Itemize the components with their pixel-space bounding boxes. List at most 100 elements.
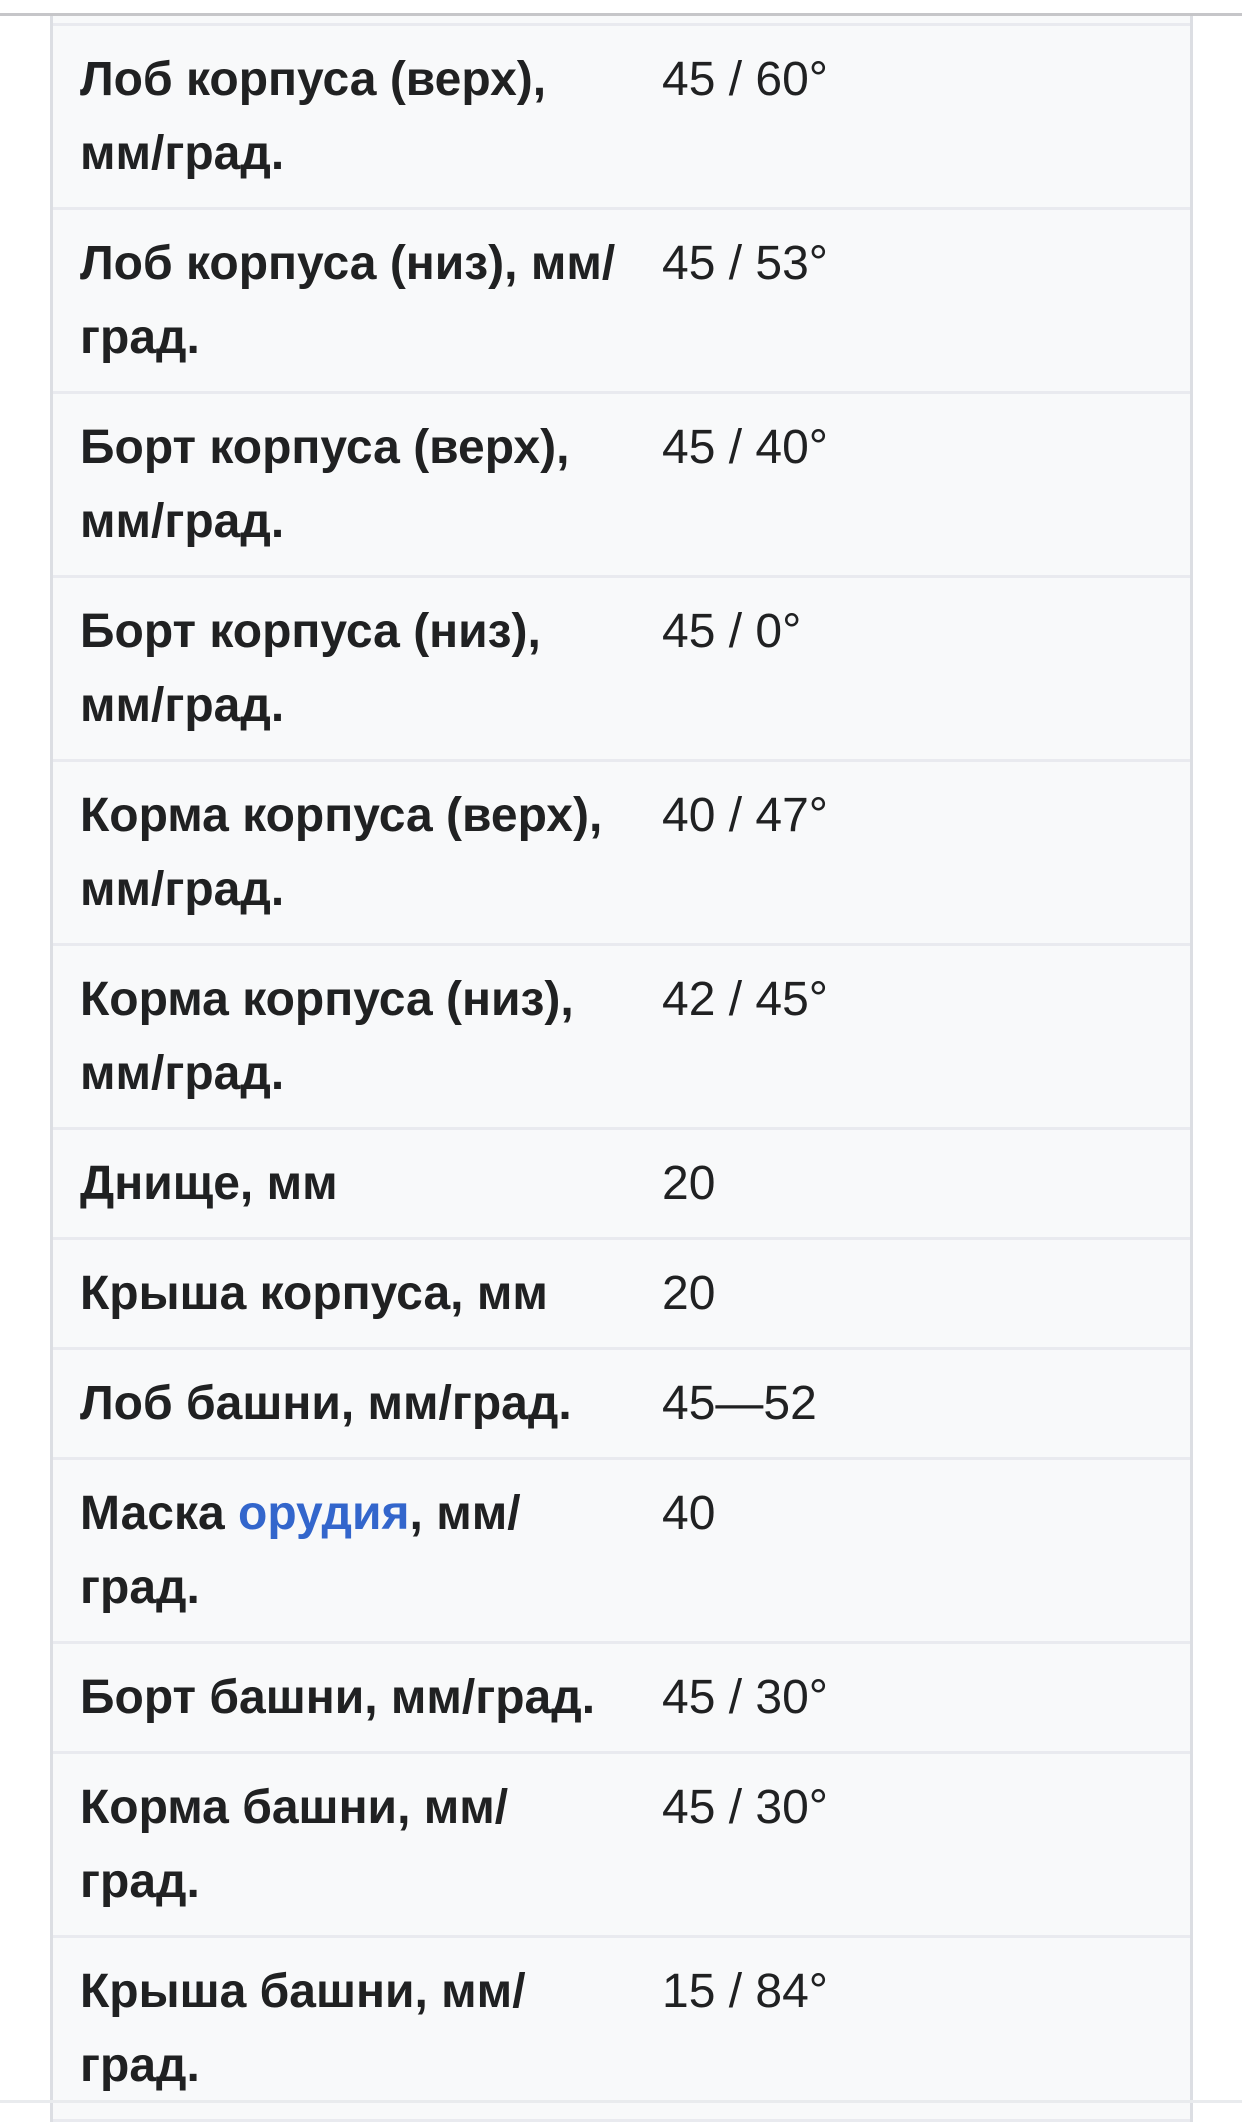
spec-value-cell: 40 / 47° xyxy=(635,762,1190,943)
label-line: Крыша башни, мм/ xyxy=(80,1955,627,2029)
spec-value-cell: 45 / 30° xyxy=(635,1644,1190,1751)
table-row: Лоб корпуса (верх), мм/град. 45 / 60° xyxy=(53,26,1190,210)
label-text: град. xyxy=(80,1855,200,1908)
spec-label-cell: Корма корпуса (верх), мм/град. xyxy=(53,762,635,943)
armor-table: Лоб корпуса (верх), мм/град. 45 / 60° Лоб… xyxy=(50,16,1193,2122)
spec-value-cell: 45 / 30° xyxy=(635,1754,1190,1935)
table-row: Лоб корпуса (низ), мм/град. 45 / 53° xyxy=(53,210,1190,394)
spec-value-cell: 45 / 0° xyxy=(635,578,1190,759)
label-text: мм/град. xyxy=(80,863,285,916)
label-text: град. xyxy=(80,2039,200,2092)
label-line: Днище, мм xyxy=(80,1147,627,1221)
spec-value: 45 / 30° xyxy=(662,1781,828,1834)
label-line: град. xyxy=(80,1551,627,1625)
label-line: мм/град. xyxy=(80,853,627,927)
label-text: град. xyxy=(80,311,200,364)
spec-value: 45 / 40° xyxy=(662,421,828,474)
table-row: Крыша корпуса, мм 20 xyxy=(53,1240,1190,1350)
label-line: мм/град. xyxy=(80,669,627,743)
spec-value: 40 / 47° xyxy=(662,789,828,842)
spec-label-cell: Крыша башни, мм/град. xyxy=(53,1938,635,2119)
spec-value-cell: 42 / 45° xyxy=(635,946,1190,1127)
label-text: Борт корпуса (низ), xyxy=(80,605,541,658)
label-line: Корма корпуса (низ), xyxy=(80,963,627,1037)
label-line: град. xyxy=(80,301,627,375)
label-line: Лоб корпуса (низ), мм/ xyxy=(80,227,627,301)
spec-label-cell: Лоб башни, мм/град. xyxy=(53,1350,635,1457)
label-text: град. xyxy=(80,1561,200,1614)
table-row: Борт башни, мм/град. 45 / 30° xyxy=(53,1644,1190,1754)
spec-value-cell: 45 / 40° xyxy=(635,394,1190,575)
table-row: Борт корпуса (верх), мм/град. 45 / 40° xyxy=(53,394,1190,578)
table-row-partial xyxy=(53,16,1190,26)
label-line: град. xyxy=(80,1845,627,1919)
label-text: Лоб башни, мм/град. xyxy=(80,1377,572,1430)
label-text: , мм/ xyxy=(409,1487,521,1540)
label-text: мм/град. xyxy=(80,679,285,732)
inline-link[interactable]: орудия xyxy=(238,1487,410,1540)
label-line: Лоб башни, мм/град. xyxy=(80,1367,627,1441)
spec-label-cell: Маска орудия, мм/град. xyxy=(53,1460,635,1641)
spec-value: 45 / 53° xyxy=(662,237,828,290)
label-line: Корма корпуса (верх), xyxy=(80,779,627,853)
label-line: Корма башни, мм/ xyxy=(80,1771,627,1845)
spec-value-cell: 45—52 xyxy=(635,1350,1190,1457)
spec-value: 15 / 84° xyxy=(662,1965,828,2018)
spec-value: 20 xyxy=(662,1267,716,1320)
label-text: Маска xyxy=(80,1487,239,1540)
table-row: Корма корпуса (низ), мм/град. 42 / 45° xyxy=(53,946,1190,1130)
table-row: Днище, мм 20 xyxy=(53,1130,1190,1240)
label-text: мм/град. xyxy=(80,127,285,180)
label-text: Корма корпуса (низ), xyxy=(80,973,574,1026)
spec-label-cell: Крыша корпуса, мм xyxy=(53,1240,635,1347)
label-line: град. xyxy=(80,2029,627,2103)
page-bottom-divider xyxy=(0,2100,1242,2103)
spec-label-cell: Днище, мм xyxy=(53,1130,635,1237)
label-text: мм/град. xyxy=(80,1047,285,1100)
label-text: Днище, мм xyxy=(80,1157,338,1210)
label-line: мм/град. xyxy=(80,485,627,559)
spec-value: 42 / 45° xyxy=(662,973,828,1026)
spec-value: 20 xyxy=(662,1157,716,1210)
spec-label-cell: Корма корпуса (низ), мм/град. xyxy=(53,946,635,1127)
spec-value-cell: 45 / 53° xyxy=(635,210,1190,391)
table-row: Крыша башни, мм/град. 15 / 84° xyxy=(53,1938,1190,2122)
label-text: Лоб корпуса (низ), мм/ xyxy=(80,237,616,290)
label-line: Борт корпуса (верх), xyxy=(80,411,627,485)
spec-value-cell: 45 / 60° xyxy=(635,26,1190,207)
table-row: Корма корпуса (верх), мм/град. 40 / 47° xyxy=(53,762,1190,946)
label-text: мм/град. xyxy=(80,495,285,548)
spec-label-cell: Лоб корпуса (верх), мм/град. xyxy=(53,26,635,207)
label-line: Крыша корпуса, мм xyxy=(80,1257,627,1331)
table-row: Борт корпуса (низ), мм/град. 45 / 0° xyxy=(53,578,1190,762)
label-text: Крыша корпуса, мм xyxy=(80,1267,548,1320)
label-text: Крыша башни, мм/ xyxy=(80,1965,526,2018)
table-row: Корма башни, мм/град. 45 / 30° xyxy=(53,1754,1190,1938)
spec-label-cell: Борт корпуса (низ), мм/град. xyxy=(53,578,635,759)
spec-value: 45 / 30° xyxy=(662,1671,828,1724)
spec-label-cell: Лоб корпуса (низ), мм/град. xyxy=(53,210,635,391)
spec-label-cell: Корма башни, мм/град. xyxy=(53,1754,635,1935)
spec-value: 45—52 xyxy=(662,1377,817,1430)
spec-value: 45 / 0° xyxy=(662,605,802,658)
label-line: Лоб корпуса (верх), xyxy=(80,43,627,117)
label-line: Борт корпуса (низ), xyxy=(80,595,627,669)
label-text: Борт корпуса (верх), xyxy=(80,421,570,474)
table-row: Маска орудия, мм/град. 40 xyxy=(53,1460,1190,1644)
spec-value: 40 xyxy=(662,1487,716,1540)
page-top-divider xyxy=(0,13,1242,16)
spec-label-cell: Борт корпуса (верх), мм/град. xyxy=(53,394,635,575)
label-line: Маска орудия, мм/ xyxy=(80,1477,627,1551)
spec-label-cell: Борт башни, мм/град. xyxy=(53,1644,635,1751)
label-line: Борт башни, мм/град. xyxy=(80,1661,627,1735)
table-row: Лоб башни, мм/град. 45—52 xyxy=(53,1350,1190,1460)
label-text: Лоб корпуса (верх), xyxy=(80,53,547,106)
spec-value-cell: 20 xyxy=(635,1240,1190,1347)
label-text: Корма корпуса (верх), xyxy=(80,789,603,842)
label-text: Корма башни, мм/ xyxy=(80,1781,509,1834)
label-line: мм/град. xyxy=(80,117,627,191)
spec-value-cell: 15 / 84° xyxy=(635,1938,1190,2119)
spec-value-cell: 40 xyxy=(635,1460,1190,1641)
spec-value: 45 / 60° xyxy=(662,53,828,106)
